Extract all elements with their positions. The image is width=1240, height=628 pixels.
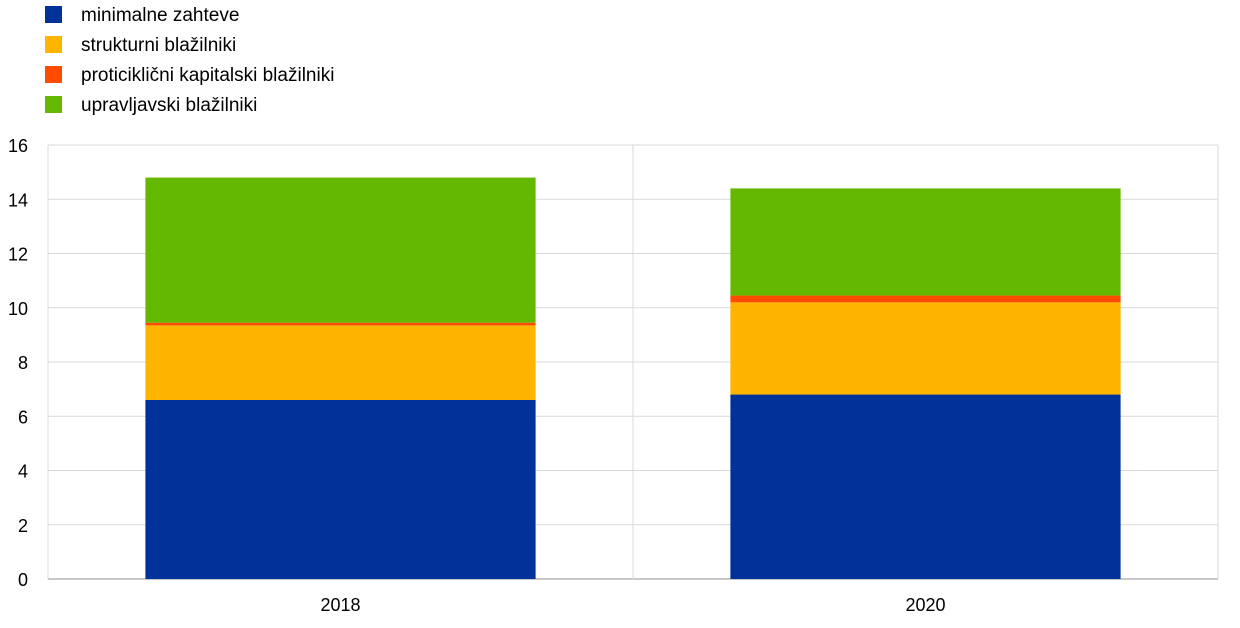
y-tick-label: 10 [8,299,28,319]
y-tick-label: 4 [18,462,28,482]
x-tick-label: 2018 [320,595,360,615]
bars [145,177,1121,579]
x-axis-ticks: 2018 2020 [320,595,945,615]
y-tick-label: 16 [8,136,28,156]
bar-segment [145,177,536,323]
y-axis-ticks: 0 2 4 6 8 10 12 14 16 [8,136,28,590]
legend-swatch [45,66,62,83]
legend-label: strukturni blažilniki [81,35,236,56]
x-tick-label: 2020 [905,595,945,615]
legend-swatch [45,96,62,113]
legend-label: proticiklični kapitalski blažilniki [81,65,334,86]
legend-swatch [45,36,62,53]
bar-segment [730,295,1121,303]
bar-segment [730,394,1121,579]
legend-swatch [45,6,62,23]
y-tick-label: 8 [18,353,28,373]
legend-label: upravljavski blažilniki [81,95,257,116]
bar-segment [730,302,1121,395]
bar-segment [145,399,536,579]
bar-segment [145,325,536,400]
bar-segment [730,188,1121,296]
y-tick-label: 14 [8,190,28,210]
legend: minimalne zahteve strukturni blažilniki pr… [45,5,334,116]
y-tick-label: 6 [18,407,28,427]
legend-label: minimalne zahteve [81,5,239,26]
y-tick-label: 0 [18,570,28,590]
y-tick-label: 2 [18,516,28,536]
y-tick-label: 12 [8,245,28,265]
bar-segment [145,322,536,326]
